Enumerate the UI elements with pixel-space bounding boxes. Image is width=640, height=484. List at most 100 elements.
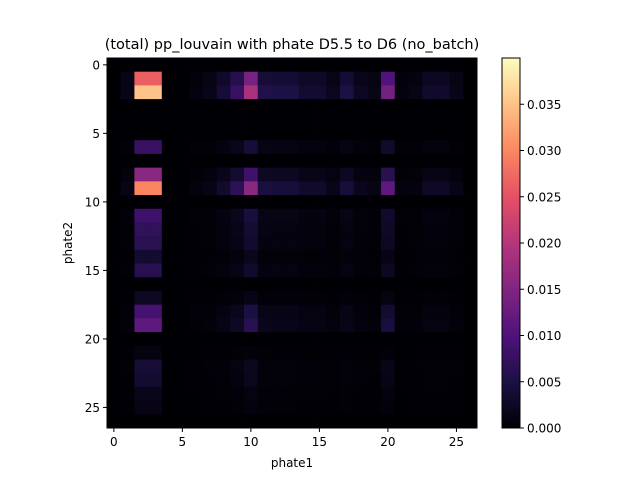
heatmap-cell <box>285 249 300 264</box>
heatmap-cell <box>422 195 437 210</box>
heatmap-cell <box>107 373 122 388</box>
heatmap-cell <box>353 249 368 264</box>
heatmap-cell <box>381 414 396 429</box>
heatmap-cell <box>312 277 327 292</box>
heatmap-cell <box>408 386 423 401</box>
heatmap-cell <box>257 332 272 347</box>
heatmap-cell <box>449 400 464 415</box>
heatmap-cell <box>326 400 341 415</box>
heatmap-cell <box>298 208 313 223</box>
y-axis: 0 5 10 15 20 25 <box>85 58 107 415</box>
heatmap-cell <box>367 99 382 114</box>
heatmap-cell <box>134 332 149 347</box>
heatmap-cell <box>339 195 355 210</box>
heatmap-cell <box>435 222 450 237</box>
heatmap-cell <box>120 345 135 360</box>
heatmap-cell <box>339 58 355 73</box>
heatmap-cell <box>353 153 368 169</box>
heatmap-cell <box>230 304 245 319</box>
heatmap-cell <box>422 140 437 155</box>
chart-title: (total) pp_louvain with phate D5.5 to D6… <box>105 37 480 53</box>
heatmap-cell <box>435 373 450 388</box>
heatmap-cell <box>257 290 272 306</box>
heatmap-cell <box>120 71 135 86</box>
heatmap-cell <box>189 400 204 415</box>
heatmap-cell <box>271 153 286 169</box>
heatmap-cell <box>312 318 327 333</box>
heatmap-cell <box>134 263 149 278</box>
heatmap-cell <box>175 304 190 319</box>
heatmap-cell <box>408 222 423 237</box>
heatmap-cell <box>463 400 478 415</box>
heatmap-cell <box>189 181 204 196</box>
heatmap-cell <box>408 277 423 292</box>
heatmap-cell <box>312 58 327 73</box>
heatmap-cell <box>394 249 409 264</box>
heatmap-cell <box>107 249 122 264</box>
heatmap-cell <box>107 304 122 319</box>
heatmap-cell <box>298 99 313 114</box>
heatmap-cell <box>134 153 149 169</box>
heatmap-cell <box>134 195 149 210</box>
heatmap-cell <box>134 400 149 415</box>
heatmap-cell <box>394 345 409 360</box>
heatmap-cell <box>367 414 382 429</box>
heatmap-cell <box>312 304 327 319</box>
heatmap-cell <box>189 126 204 141</box>
heatmap-cell <box>298 386 313 401</box>
heatmap-cell <box>257 359 272 374</box>
heatmap-cell <box>175 58 190 73</box>
heatmap-cell <box>271 414 286 429</box>
heatmap-cell <box>422 126 437 141</box>
heatmap-cell <box>394 99 409 114</box>
heatmap-cell <box>435 167 450 182</box>
heatmap-cell <box>463 112 478 127</box>
heatmap-cell <box>271 277 286 292</box>
heatmap-cell <box>189 263 204 278</box>
heatmap-cell <box>202 277 218 292</box>
heatmap-cell <box>230 222 245 237</box>
heatmap-cell <box>216 304 231 319</box>
heatmap-cell <box>244 85 259 100</box>
heatmap-cell <box>161 126 176 141</box>
heatmap-cell <box>298 181 313 196</box>
heatmap-cell <box>449 222 464 237</box>
heatmap-cell <box>161 318 176 333</box>
heatmap-cell <box>298 153 313 169</box>
heatmap-cell <box>216 359 231 374</box>
heatmap-cell <box>120 85 135 100</box>
heatmap-cell <box>339 167 355 182</box>
heatmap-cell <box>367 236 382 251</box>
heatmap-cell <box>175 263 190 278</box>
heatmap-cell <box>257 85 272 100</box>
heatmap-cell <box>134 249 149 264</box>
heatmap-cell <box>435 181 450 196</box>
heatmap-cell <box>394 222 409 237</box>
heatmap-cell <box>326 414 341 429</box>
heatmap-cell <box>353 263 368 278</box>
heatmap-cell <box>148 345 163 360</box>
heatmap-cell <box>244 153 259 169</box>
heatmap-cell <box>189 249 204 264</box>
heatmap-cell <box>257 222 272 237</box>
heatmap-cell <box>298 332 313 347</box>
heatmap-cell <box>107 181 122 196</box>
heatmap-cell <box>230 263 245 278</box>
heatmap-cell <box>202 222 218 237</box>
heatmap-cell <box>339 263 355 278</box>
heatmap-cell <box>463 208 478 223</box>
heatmap-cell <box>381 400 396 415</box>
heatmap-cell <box>175 386 190 401</box>
heatmap-cell <box>408 304 423 319</box>
heatmap-cell <box>353 400 368 415</box>
heatmap-cell <box>367 58 382 73</box>
heatmap-cell <box>244 112 259 127</box>
heatmap-cell <box>422 386 437 401</box>
heatmap-cell <box>422 153 437 169</box>
heatmap-cell <box>326 71 341 86</box>
heatmap-cell <box>189 140 204 155</box>
heatmap-cell <box>189 414 204 429</box>
heatmap-cell <box>175 167 190 182</box>
heatmap-cell <box>435 71 450 86</box>
heatmap-cell <box>230 318 245 333</box>
